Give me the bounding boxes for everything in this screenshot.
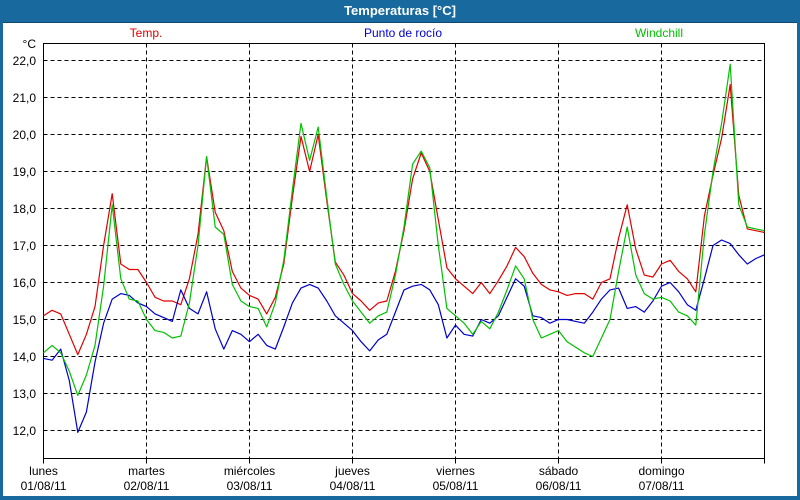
x-axis-day-label: miércoles bbox=[223, 464, 276, 478]
y-axis-tick-label: 21,0 bbox=[12, 90, 36, 105]
y-axis-tick-label: 20,0 bbox=[12, 127, 36, 142]
y-axis-unit-label: °C bbox=[22, 36, 36, 51]
x-axis-date-label: 01/08/11 bbox=[20, 479, 67, 493]
y-axis-tick-label: 15,0 bbox=[12, 312, 36, 327]
x-axis-date-label: 02/08/11 bbox=[123, 479, 170, 493]
series-windchill-line bbox=[43, 63, 765, 396]
x-axis-day-label: jueves bbox=[335, 464, 370, 478]
series-temp-line bbox=[43, 83, 765, 356]
series-dewpoint-line bbox=[43, 239, 765, 433]
x-axis-day-label: sábado bbox=[538, 464, 579, 478]
legend-temp-label: Temp. bbox=[129, 26, 163, 40]
y-axis-tick-label: 14,0 bbox=[12, 349, 36, 364]
x-axis-date-label: 06/08/11 bbox=[535, 479, 582, 493]
y-axis-tick-label: 16,0 bbox=[12, 275, 36, 290]
x-axis-day-label: viernes bbox=[436, 464, 475, 478]
x-axis-day-label: martes bbox=[128, 464, 165, 478]
y-axis-tick-label: 12,0 bbox=[12, 423, 36, 438]
y-axis-tick-label: 18,0 bbox=[12, 201, 36, 216]
plot-border bbox=[43, 43, 765, 459]
y-axis-tick-label: 22,0 bbox=[12, 53, 36, 68]
x-axis-date-label: 03/08/11 bbox=[226, 479, 273, 493]
window-title: Temperaturas [°C] bbox=[344, 3, 456, 18]
x-axis-day-label: lunes bbox=[29, 464, 58, 478]
y-axis-tick-label: 13,0 bbox=[12, 386, 36, 401]
x-axis-day-label: domingo bbox=[638, 464, 685, 478]
x-axis-date-label: 05/08/11 bbox=[432, 479, 479, 493]
legend-windchill-label: Windchill bbox=[634, 26, 683, 40]
x-axis-date-label: 07/08/11 bbox=[638, 479, 685, 493]
x-axis-date-label: 04/08/11 bbox=[329, 479, 376, 493]
chart-canvas bbox=[43, 43, 765, 464]
y-axis-tick-label: 19,0 bbox=[12, 164, 36, 179]
window-title-bar: Temperaturas [°C] bbox=[3, 0, 797, 23]
legend-dewpoint-label: Punto de rocío bbox=[363, 26, 443, 40]
y-axis-tick-label: 17,0 bbox=[12, 238, 36, 253]
